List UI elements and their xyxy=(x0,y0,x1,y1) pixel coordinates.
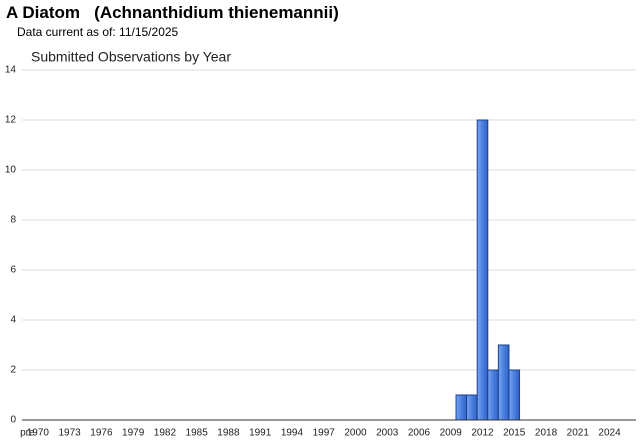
bar xyxy=(508,369,521,421)
y-tick-label: 4 xyxy=(10,315,16,326)
page-subtitle: Data current as of: 11/15/2025 xyxy=(17,25,179,39)
x-tick-label: 2000 xyxy=(344,428,367,439)
x-tick-label: 1973 xyxy=(59,428,82,439)
x-tick-label: 2018 xyxy=(535,428,558,439)
x-tick-label: 2012 xyxy=(471,428,494,439)
x-tick-label: 1985 xyxy=(186,428,209,439)
x-tick-label: 1991 xyxy=(249,428,272,439)
bar xyxy=(466,394,478,421)
y-tick-label: 10 xyxy=(5,165,17,176)
bar xyxy=(487,369,499,421)
y-tick-label: 6 xyxy=(10,265,16,276)
x-tick-label: 1970 xyxy=(27,428,50,439)
x-tick-label: 1982 xyxy=(154,428,177,439)
x-tick-label: 1979 xyxy=(122,428,145,439)
x-tick-label: 2006 xyxy=(408,428,431,439)
x-tick-label: 1988 xyxy=(217,428,240,439)
x-tick-label: 1997 xyxy=(313,428,336,439)
chart-title: Submitted Observations by Year xyxy=(31,49,231,65)
bar xyxy=(455,394,468,421)
y-tick-label: 12 xyxy=(5,115,17,126)
bar xyxy=(497,344,510,421)
x-tick-label: pre xyxy=(20,428,35,439)
y-tick-label: 2 xyxy=(10,365,16,376)
page-title: A Diatom (Achnanthidium thienemannii) xyxy=(6,3,339,22)
y-tick-label: 14 xyxy=(5,65,17,76)
x-tick-label: 2003 xyxy=(376,428,399,439)
x-tick-label: 1976 xyxy=(90,428,113,439)
x-tick-label: 2009 xyxy=(440,428,463,439)
x-tick-label: 1994 xyxy=(281,428,304,439)
y-tick-label: 8 xyxy=(10,215,16,226)
x-tick-label: 2015 xyxy=(503,428,526,439)
y-tick-label: 0 xyxy=(10,415,16,426)
x-tick-label: 2021 xyxy=(567,428,590,439)
bar xyxy=(476,119,489,421)
x-tick-label: 2024 xyxy=(598,428,621,439)
